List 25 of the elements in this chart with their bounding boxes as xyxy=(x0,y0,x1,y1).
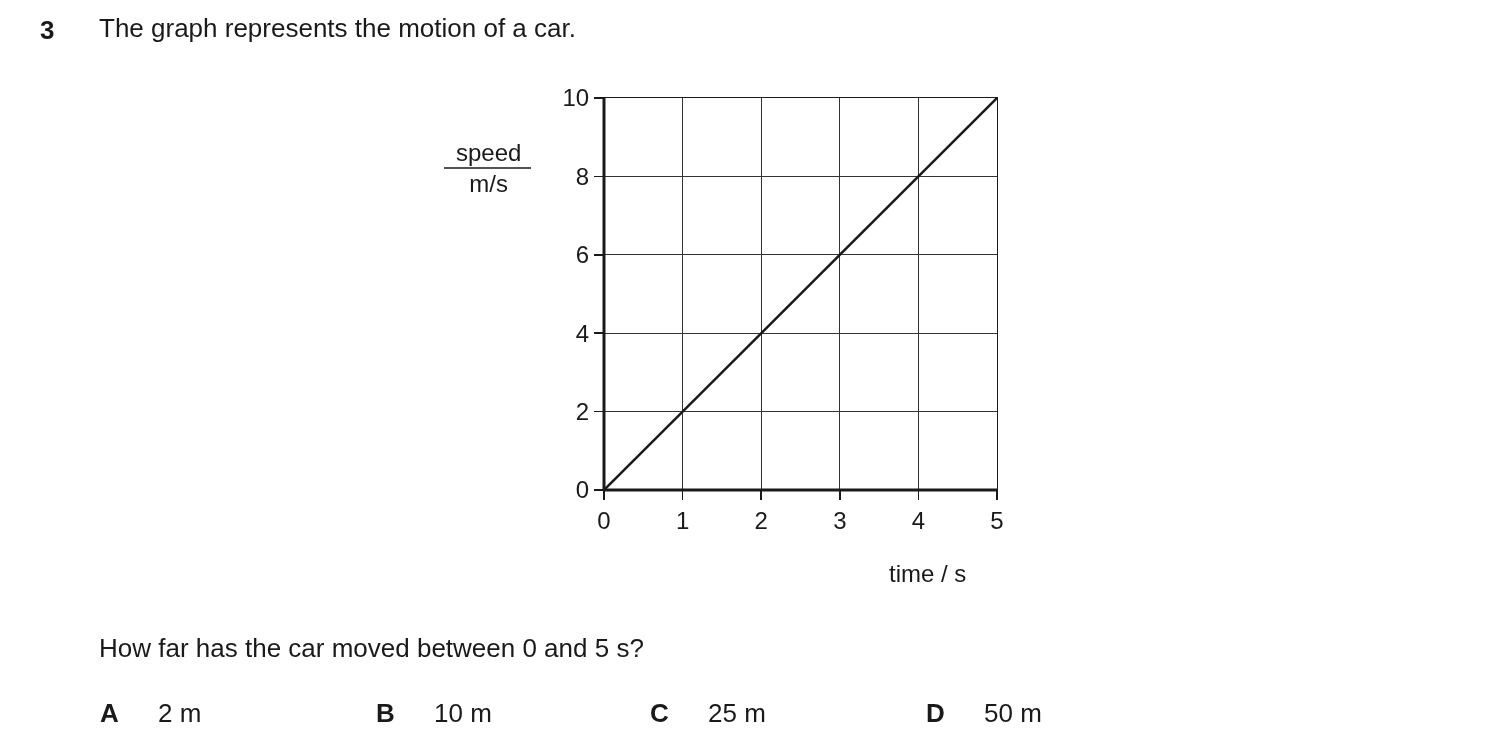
x-tick-label: 5 xyxy=(990,506,1004,534)
text: D xyxy=(926,698,945,728)
y-tick-label: 6 xyxy=(575,241,590,269)
x-tick-label: 4 xyxy=(911,506,926,534)
text: A xyxy=(100,698,119,728)
y-tick-label: 4 xyxy=(575,319,590,347)
text: 2 m xyxy=(158,698,202,728)
text: 50 m xyxy=(984,698,1042,728)
y-axis-title: speed m/s xyxy=(456,139,522,198)
text: C xyxy=(650,698,669,728)
x-axis-title: time / s xyxy=(889,560,967,587)
y-tick-label: 0 xyxy=(575,476,590,504)
x-tick-label: 2 xyxy=(754,506,768,534)
text: How far has the car moved between 0 and 5 s? xyxy=(99,633,644,663)
text: B xyxy=(376,698,395,728)
text: 3 xyxy=(40,15,55,45)
text: The graph represents the motion of a car. xyxy=(99,13,576,43)
x-tick-label: 0 xyxy=(597,506,611,534)
text: 10 m xyxy=(434,698,492,728)
y-tick-label: 10 xyxy=(562,84,590,112)
x-tick-label: 3 xyxy=(833,506,847,534)
text: 25 m xyxy=(708,698,766,728)
y-tick-label: 8 xyxy=(575,162,590,190)
y-tick-label: 2 xyxy=(575,398,590,425)
x-tick-label: 1 xyxy=(675,506,690,534)
